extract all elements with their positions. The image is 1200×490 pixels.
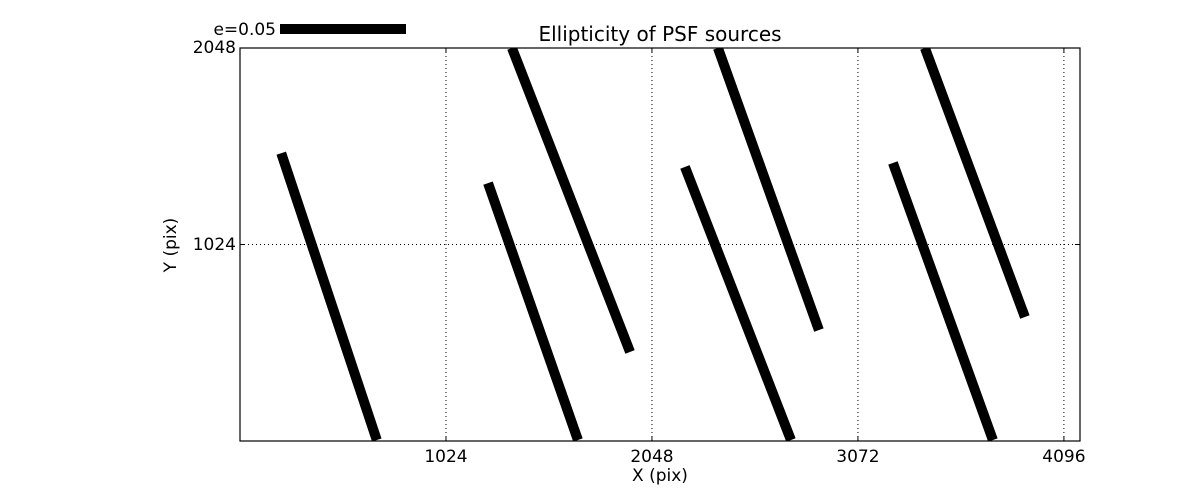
legend-scale-bar [280,24,406,34]
y-tick-label: 1024 [192,234,236,255]
y-axis-label: Y (pix) [161,217,181,273]
ellipticity-whisker [483,181,583,441]
ellipticity-whisker [920,48,1030,319]
ellipticity-whisker [507,48,635,354]
x-tick-label: 4096 [1042,447,1086,467]
chart-title: Ellipticity of PSF sources [538,22,782,46]
ellipticity-whisker [276,151,382,441]
legend-label: e=0.05 [213,20,276,40]
x-tick-label: 1024 [424,447,468,467]
y-tick-label: 2048 [192,38,236,58]
ellipticity-whisker [888,161,998,441]
x-tick-label: 3072 [836,447,880,467]
axes-border [239,47,1081,442]
x-axis-label: X (pix) [632,466,688,486]
ellipticity-whisker [680,165,796,441]
ellipticity-whisker [713,48,824,332]
x-tick-label: 2048 [630,447,674,467]
